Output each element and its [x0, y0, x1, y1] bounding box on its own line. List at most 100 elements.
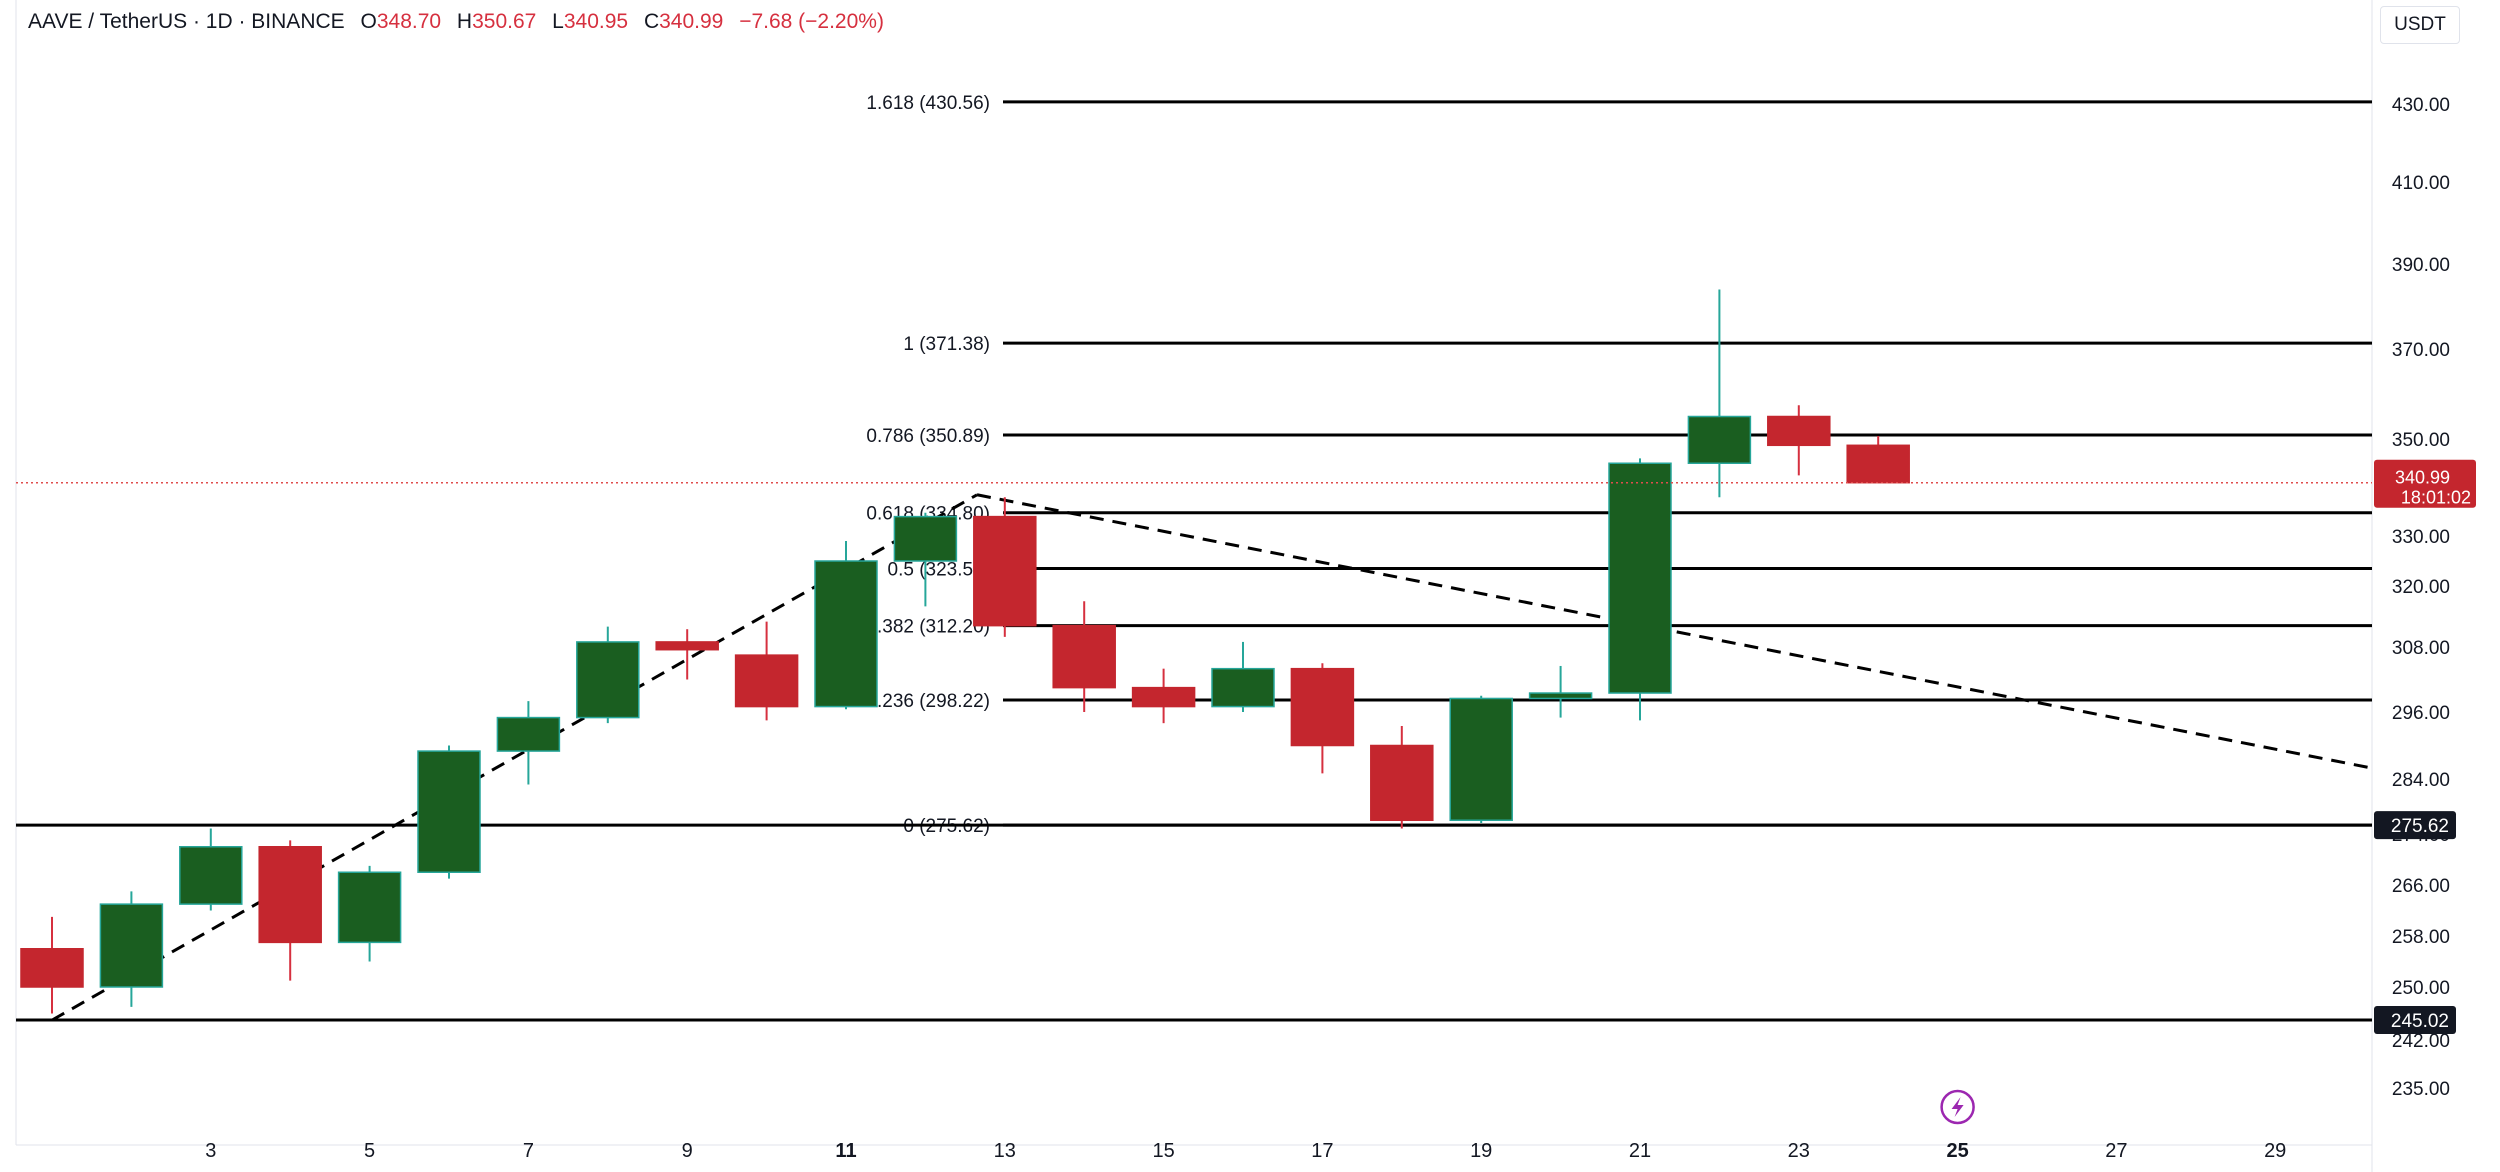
candle-body: [1687, 415, 1752, 464]
fib-level-label: 1.618 (430.56): [866, 93, 990, 114]
candle-body: [1052, 624, 1116, 689]
bearish-candle: [1290, 663, 1355, 774]
y-tick-label: 308.00: [2392, 638, 2450, 659]
x-tick-label: 27: [2105, 1140, 2127, 1162]
low-label: L: [552, 10, 564, 33]
bullish-candle: [337, 865, 402, 962]
x-tick-label: 17: [1311, 1140, 1333, 1162]
plot-border: [15, 0, 2373, 1172]
y-tick-label: 258.00: [2392, 927, 2450, 948]
close-value: 340.99: [659, 10, 724, 33]
candle-body: [893, 515, 958, 562]
x-tick-label: 11: [835, 1140, 856, 1162]
currency-button[interactable]: USDT: [2380, 6, 2460, 44]
candle-body: [417, 750, 481, 873]
horizontal-levels[interactable]: [16, 823, 2372, 1022]
candle-body: [734, 654, 799, 708]
candle-body: [99, 903, 164, 988]
dashed-trendline[interactable]: [976, 493, 2371, 770]
y-tick-label: 296.00: [2392, 703, 2450, 724]
x-tick-label: 29: [2264, 1140, 2286, 1162]
open-label: O: [360, 10, 377, 33]
event-marker[interactable]: [1940, 1089, 1975, 1125]
x-axis[interactable]: 3 5 7 9 11 13 15 17 19 21 23 25 27 29: [205, 1140, 2286, 1162]
bullish-candle: [1449, 695, 1513, 823]
x-tick-label: 3: [205, 1140, 216, 1162]
bullish-candle: [179, 828, 243, 911]
candle-body: [655, 641, 719, 651]
candle-body: [1767, 415, 1831, 447]
bearish-candle: [1767, 405, 1831, 476]
fib-level-label: 0.382 (312.20): [866, 617, 990, 638]
symbol-title[interactable]: AAVE / TetherUS · 1D · BINANCE: [28, 10, 345, 33]
fib-level-label: 1 (371.38): [903, 334, 990, 355]
level-price-badge[interactable]: [2374, 811, 2456, 840]
bearish-candle: [1846, 435, 1910, 484]
change-value: −7.68 (−2.20%): [739, 10, 884, 33]
close-label: C: [643, 10, 660, 33]
fib-level-label: 0.5 (323.50): [888, 560, 990, 581]
y-tick-label: 266.00: [2392, 876, 2450, 897]
low-value: 340.95: [563, 10, 629, 33]
y-tick-label: 235.00: [2392, 1079, 2450, 1100]
y-tick-label: 430.00: [2392, 95, 2450, 116]
bullish-candle: [893, 512, 958, 607]
candle-body: [337, 871, 402, 944]
x-tick-label: 7: [523, 1140, 534, 1162]
last-price-badge[interactable]: [2374, 459, 2476, 508]
x-tick-label: 23: [1788, 1140, 1810, 1162]
candle-body: [496, 716, 561, 752]
x-tick-label: 25: [1946, 1140, 1968, 1162]
y-tick-label: 370.00: [2392, 340, 2450, 361]
bullish-candle: [1528, 665, 1593, 718]
bearish-candle: [20, 916, 84, 1014]
candle-body: [1528, 692, 1593, 700]
y-tick-label: 410.00: [2392, 173, 2450, 194]
candle-body: [1370, 744, 1434, 821]
y-tick-label: 390.00: [2392, 255, 2450, 276]
bearish-candle: [655, 629, 719, 680]
bullish-candle: [814, 541, 878, 710]
y-axis[interactable]: 430.00 410.00 390.00 370.00 350.00 330.00 320.…: [2374, 95, 2476, 1100]
y-tick-label: 320.00: [2392, 577, 2450, 598]
candle-body: [179, 846, 243, 905]
level-price-badge-label: 245.02: [2391, 1011, 2449, 1032]
candle-body: [1608, 462, 1672, 694]
bearish-candle: [973, 497, 1037, 637]
high-value: 350.67: [472, 10, 537, 33]
bearish-candle: [734, 621, 799, 721]
y-tick-label: 330.00: [2392, 527, 2450, 548]
bearish-candle: [1131, 668, 1196, 724]
candle-body: [20, 948, 84, 988]
candles: [20, 289, 1910, 1014]
x-tick-label: 5: [364, 1140, 375, 1162]
open-value: 348.70: [376, 10, 442, 33]
bullish-candle: [1211, 641, 1275, 712]
candle-body: [1131, 686, 1196, 708]
y-tick-label: 284.00: [2392, 770, 2450, 791]
last-price-label: 340.99: [2395, 468, 2450, 488]
lightning-icon: [1951, 1097, 1964, 1117]
candle-body: [1846, 444, 1910, 484]
candle-body: [1449, 697, 1513, 821]
x-tick-label: 13: [994, 1140, 1016, 1162]
bullish-candle: [576, 626, 640, 724]
x-tick-label: 19: [1470, 1140, 1492, 1162]
candle-body: [814, 560, 878, 708]
y-tick-label: 242.00: [2392, 1031, 2450, 1052]
bearish-candle: [258, 840, 322, 981]
bearish-candle: [1370, 725, 1434, 829]
bullish-candle: [1687, 289, 1752, 498]
fib-level-label: 0.786 (350.89): [866, 426, 990, 447]
level-price-badge[interactable]: [2374, 1005, 2456, 1034]
fib-level-label: 0.236 (298.22): [866, 691, 990, 712]
x-tick-label: 15: [1152, 1140, 1174, 1162]
bearish-candle: [1052, 601, 1116, 712]
countdown-label: 18:01:02: [2401, 488, 2471, 508]
candle-body: [258, 846, 322, 944]
x-tick-label: 21: [1629, 1140, 1651, 1162]
level-price-badge-label: 275.62: [2391, 816, 2449, 837]
bullish-candle: [1608, 458, 1672, 721]
high-label: H: [456, 10, 473, 33]
